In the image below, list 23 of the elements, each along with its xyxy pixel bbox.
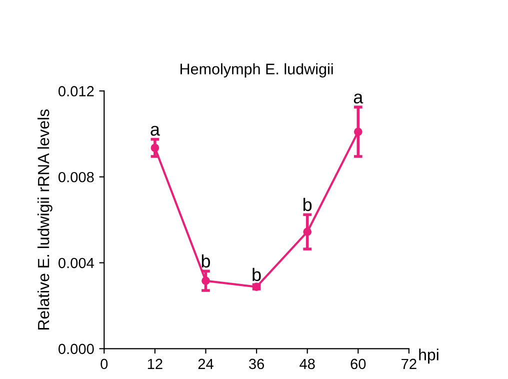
y-tick-label: 0.004 xyxy=(58,258,94,268)
chart-title: Hemolymph E. ludwigii xyxy=(180,63,333,78)
y-tick-label: 0.000 xyxy=(58,344,94,354)
x-axis-title: hpi xyxy=(419,348,438,364)
x-tick-label: 72 xyxy=(402,358,416,369)
y-axis-title: Relative E. ludwigii rRNA levels xyxy=(37,109,52,330)
x-tick-label: 12 xyxy=(148,358,162,369)
point xyxy=(202,276,210,285)
x-tick-label: 48 xyxy=(300,358,315,370)
y-tick-label: 0.008 xyxy=(58,172,94,182)
annotation: a xyxy=(150,126,160,136)
x-tick-label: 24 xyxy=(198,358,214,369)
point xyxy=(354,128,362,136)
y-tick-label: 0.012 xyxy=(58,86,94,96)
annotation: a xyxy=(354,94,364,104)
annotation: b xyxy=(202,254,210,268)
x-tick-label: 36 xyxy=(248,358,264,370)
annotation: b xyxy=(252,268,261,282)
point xyxy=(150,144,160,152)
annotation: b xyxy=(303,198,312,212)
x-tick-label: 60 xyxy=(350,358,366,370)
x-tick-label: 0 xyxy=(100,358,108,370)
point xyxy=(303,228,312,236)
